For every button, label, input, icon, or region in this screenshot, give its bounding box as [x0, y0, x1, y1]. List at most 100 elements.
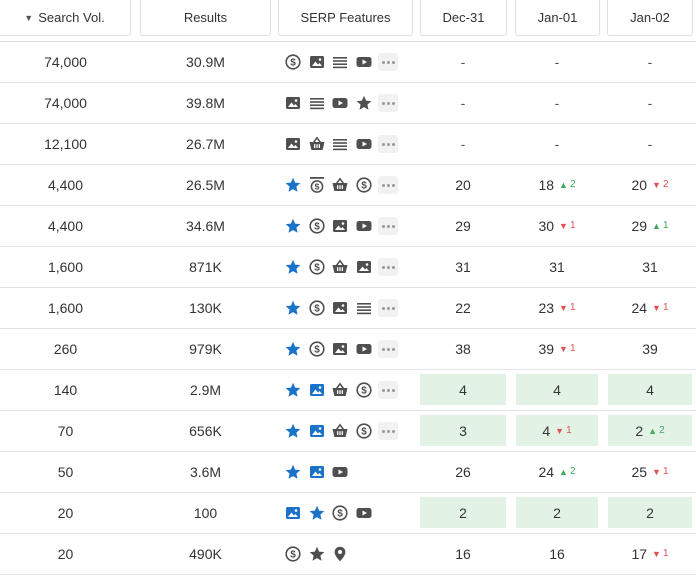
serp-features-column-header[interactable]: SERP Features: [278, 0, 413, 36]
position-value: 16: [549, 545, 565, 562]
more-features-button[interactable]: [378, 258, 398, 276]
position-value: 39: [642, 340, 658, 357]
table-row[interactable]: 20 490K $16 16 17 ▼ 1: [0, 534, 696, 575]
position-cell: -: [516, 128, 598, 159]
position-value: 4: [542, 422, 551, 439]
table-row[interactable]: 1,600 130K $22 23 ▼ 1 24 ▼ 1: [0, 288, 696, 329]
search-volume-cell: 140: [53, 382, 78, 398]
video-icon: [356, 136, 372, 152]
position-change-badge: ▼ 1: [559, 302, 575, 313]
position-cell: 39 ▼ 1: [516, 333, 598, 364]
serp-features-cell: $ $: [285, 165, 398, 205]
lines-icon: [332, 136, 348, 152]
table-row[interactable]: 1,600 871K $31 31 31: [0, 247, 696, 288]
date-column-header-dec-31[interactable]: Dec-31: [420, 0, 507, 36]
position-value: 2: [553, 504, 561, 521]
svg-text:$: $: [314, 345, 320, 356]
results-cell: 979K: [189, 341, 222, 357]
basket-icon: [309, 136, 325, 152]
star-icon: [285, 218, 301, 234]
position-cell: 38: [420, 333, 506, 364]
more-features-button[interactable]: [378, 94, 398, 112]
position-value: 23: [538, 299, 555, 316]
table-row[interactable]: 4,400 34.6M $29 30 ▼ 1 29 ▲ 1: [0, 206, 696, 247]
serp-features-cell: $: [285, 329, 398, 369]
table-row[interactable]: 20 100 $2 2 2: [0, 493, 696, 534]
position-cell: -: [608, 46, 692, 77]
results-cell: 100: [193, 505, 218, 521]
more-features-button[interactable]: [378, 217, 398, 235]
triangle-down-icon: ▼: [652, 179, 661, 190]
table-row[interactable]: 140 2.9M $4 4 4: [0, 370, 696, 411]
position-change-value: 1: [569, 343, 576, 354]
dollar-icon: $: [308, 341, 325, 357]
position-value: -: [647, 135, 653, 152]
image-icon: [285, 95, 301, 111]
position-change-badge: ▼ 1: [559, 343, 575, 354]
results-cell: 30.9M: [186, 54, 225, 70]
position-cell: 17 ▼ 1: [608, 538, 692, 569]
table-row[interactable]: 74,000 39.8M - - -: [0, 83, 696, 124]
position-value: 2: [646, 504, 654, 521]
lines-icon: [309, 95, 325, 111]
position-value: -: [647, 53, 653, 70]
svg-text:$: $: [314, 304, 320, 315]
position-value: -: [460, 135, 466, 152]
table-row[interactable]: 74,000 30.9M $ - - -: [0, 42, 696, 83]
results-cell: 871K: [189, 259, 222, 275]
more-features-button[interactable]: [378, 299, 398, 317]
table-row[interactable]: 12,100 26.7M - - -: [0, 124, 696, 165]
position-change-value: 1: [566, 425, 572, 436]
star-icon: [285, 423, 301, 439]
position-cell: 2 ▲ 2: [608, 415, 692, 446]
position-cell: -: [516, 87, 598, 118]
position-value: 2: [635, 422, 644, 439]
position-cell: -: [420, 128, 506, 159]
table-row[interactable]: 260 979K $38 39 ▼ 1 39: [0, 329, 696, 370]
more-features-button[interactable]: [378, 422, 398, 440]
position-change-badge: ▼ 2: [652, 179, 668, 190]
svg-text:$: $: [290, 58, 296, 69]
more-features-button[interactable]: [378, 381, 398, 399]
position-cell: 16: [420, 538, 506, 569]
position-change-badge: ▼ 1: [652, 302, 668, 313]
position-cell: 2: [420, 497, 506, 528]
results-cell: 34.6M: [186, 218, 225, 234]
triangle-up-icon: ▲: [559, 179, 568, 190]
lines-icon: [356, 300, 372, 316]
image-icon: [332, 218, 348, 234]
dollar-icon: $: [355, 382, 372, 398]
more-features-button[interactable]: [378, 176, 398, 194]
position-change-value: 1: [569, 220, 576, 231]
search-vol-column-header[interactable]: ▼ Search Vol.: [0, 0, 131, 36]
more-features-button[interactable]: [378, 53, 398, 71]
table-row[interactable]: 70 656K $3 4 ▼ 1 2 ▲ 2: [0, 411, 696, 452]
results-column-header[interactable]: Results: [140, 0, 271, 36]
position-cell: 25 ▼ 1: [608, 456, 692, 487]
basket-icon: [332, 423, 348, 439]
position-change-badge: ▲ 2: [559, 466, 575, 477]
more-features-button[interactable]: [378, 135, 398, 153]
date-column-header-jan-01[interactable]: Jan-01: [515, 0, 600, 36]
more-features-button[interactable]: [378, 340, 398, 358]
position-cell: 31: [516, 251, 598, 282]
search-volume-cell: 20: [57, 546, 74, 562]
search-volume-cell: 1,600: [47, 259, 84, 275]
basket-icon: [332, 177, 348, 193]
video-icon: [332, 95, 348, 111]
serp-features-cell: [285, 452, 356, 492]
table-row[interactable]: 4,400 26.5M $ $20 18 ▲ 2 20 ▼ 2: [0, 165, 696, 206]
table-row[interactable]: 50 3.6M 26 24 ▲ 2 25 ▼ 1: [0, 452, 696, 493]
search-volume-cell: 1,600: [47, 300, 84, 316]
search-volume-cell: 4,400: [47, 218, 84, 234]
position-cell: 24 ▲ 2: [516, 456, 598, 487]
search-volume-cell: 260: [53, 341, 78, 357]
position-cell: -: [420, 46, 506, 77]
svg-text:$: $: [337, 509, 343, 520]
position-change-badge: ▲ 1: [652, 220, 668, 231]
position-cell: 29: [420, 210, 506, 241]
date-column-header-jan-02[interactable]: Jan-02: [607, 0, 693, 36]
position-value: -: [554, 135, 560, 152]
position-cell: -: [608, 128, 692, 159]
